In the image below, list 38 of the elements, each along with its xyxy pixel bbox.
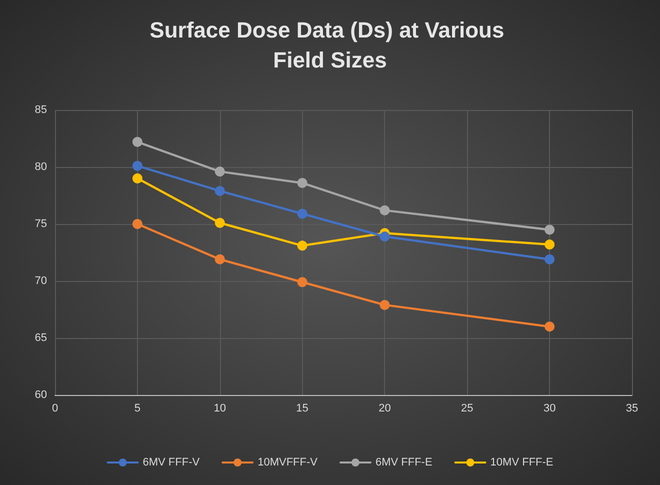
- point: [380, 300, 390, 310]
- legend-label: 6MV FFF-V: [142, 456, 200, 468]
- y-tick-label: 60: [34, 389, 47, 401]
- point: [214, 218, 225, 228]
- point: [132, 219, 142, 229]
- y-tick-label: 85: [34, 104, 47, 116]
- point: [214, 186, 225, 196]
- point: [544, 322, 555, 332]
- point: [297, 277, 308, 288]
- point: [132, 136, 142, 147]
- point: [297, 178, 308, 188]
- x-tick-label: 35: [626, 402, 638, 414]
- point: [544, 224, 555, 235]
- point: [132, 173, 142, 184]
- y-tick-label: 70: [34, 275, 47, 287]
- y-tick-label: 65: [34, 332, 47, 344]
- x-tick-label: 5: [134, 402, 140, 414]
- y-tick-label: 80: [34, 161, 47, 173]
- point: [214, 254, 225, 264]
- x-tick-label: 10: [214, 402, 226, 414]
- legend-label: 10MV FFF-E: [490, 456, 554, 468]
- chart-title: Surface Dose Data (Ds) at Various Field Sizes: [150, 18, 510, 72]
- x-tick-label: 30: [543, 402, 556, 414]
- point: [544, 240, 555, 250]
- legend-label: 6MV FFF-E: [375, 456, 432, 468]
- x-tick-label: 25: [461, 402, 474, 414]
- point: [544, 254, 555, 264]
- point: [297, 208, 308, 219]
- point: [380, 205, 390, 216]
- point: [214, 166, 225, 177]
- point: [132, 160, 142, 171]
- x-tick-label: 0: [52, 402, 58, 414]
- x-tick-label: 15: [296, 402, 308, 414]
- x-tick-label: 20: [378, 402, 391, 414]
- y-tick-label: 75: [34, 218, 47, 230]
- legend-label: 10MVFFF-V: [258, 456, 318, 468]
- point: [297, 240, 308, 251]
- point: [380, 232, 390, 242]
